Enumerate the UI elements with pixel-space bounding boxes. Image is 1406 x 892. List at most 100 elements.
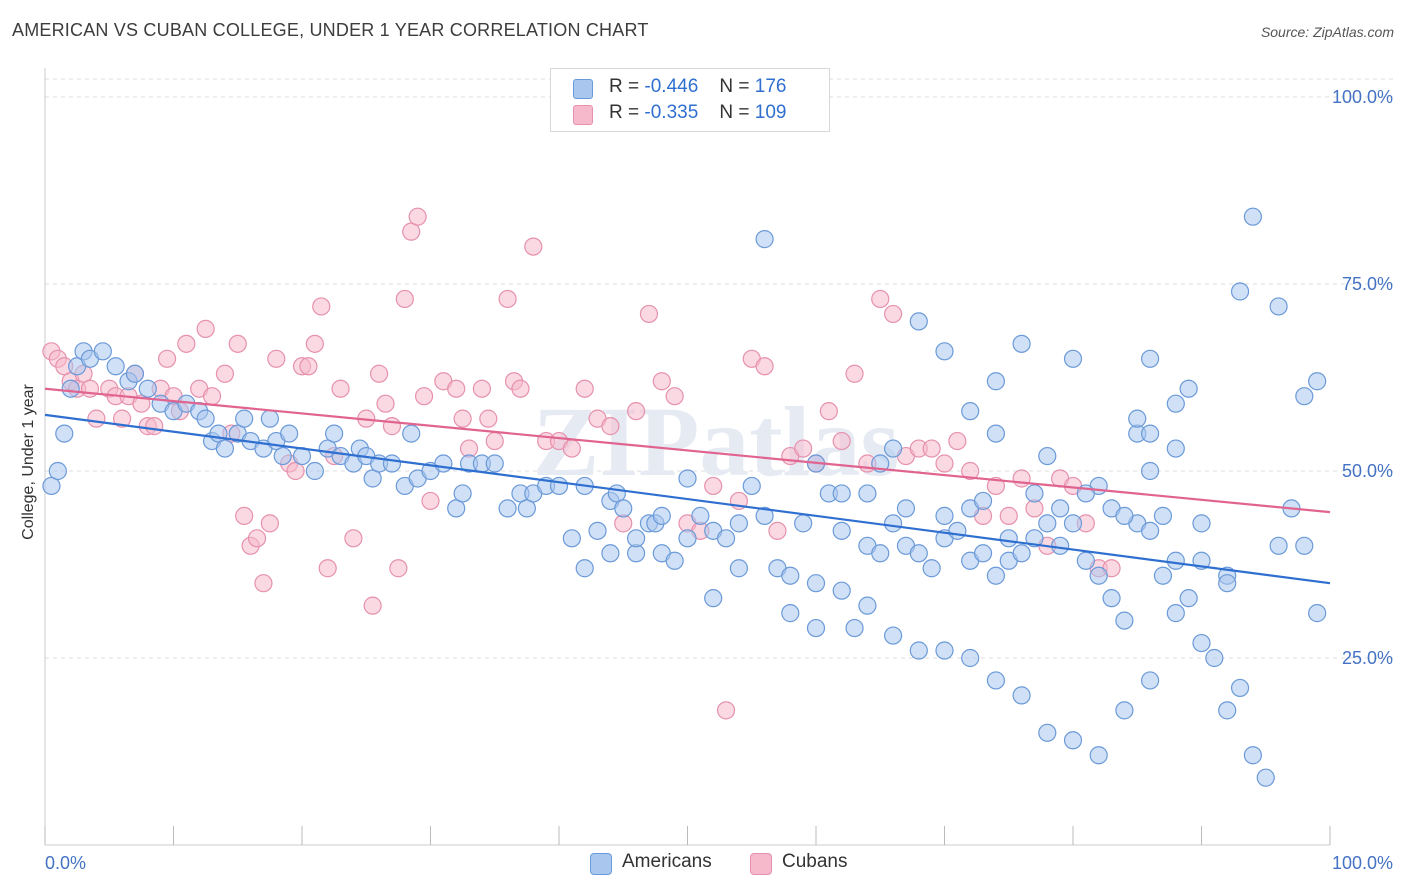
cuban-point xyxy=(601,417,620,436)
american-point xyxy=(1166,551,1185,570)
american-point xyxy=(1012,334,1031,353)
american-point xyxy=(1166,604,1185,623)
american-point xyxy=(999,529,1018,548)
american-point xyxy=(626,529,646,548)
american-point xyxy=(1243,746,1263,765)
american-point xyxy=(1115,701,1134,720)
american-point xyxy=(498,499,517,518)
american-point xyxy=(665,551,684,570)
american-point xyxy=(935,342,954,361)
american-point xyxy=(305,461,324,481)
americans-r-label: R = xyxy=(609,76,640,97)
cuban-point xyxy=(215,364,234,383)
american-point xyxy=(678,469,697,488)
cuban-point xyxy=(370,364,389,383)
cuban-point xyxy=(318,559,337,578)
cuban-point xyxy=(479,409,498,428)
cuban-point xyxy=(453,409,472,428)
american-point xyxy=(806,574,826,593)
grid-lines xyxy=(45,78,1393,659)
cuban-point xyxy=(922,439,941,458)
cuban-point xyxy=(389,559,408,578)
american-point xyxy=(909,544,928,563)
y-tick-label: 100.0% xyxy=(1332,87,1393,107)
american-point xyxy=(1102,589,1121,608)
cuban-point xyxy=(299,357,318,376)
cuban-point xyxy=(768,521,787,540)
cuban-point xyxy=(794,439,813,458)
american-point xyxy=(196,409,215,428)
american-point xyxy=(858,484,877,503)
american-point xyxy=(1192,633,1211,653)
cuban-point xyxy=(472,379,491,398)
american-point xyxy=(1089,566,1108,585)
american-point xyxy=(935,641,954,660)
cuban-point xyxy=(511,379,530,398)
american-point xyxy=(1205,648,1224,668)
x-tick-labels: 0.0% 100.0% xyxy=(45,853,1393,873)
american-point xyxy=(1308,604,1327,623)
americans-r-value: -0.446 xyxy=(644,76,699,97)
american-point xyxy=(832,521,851,540)
american-point xyxy=(1166,394,1185,413)
american-point xyxy=(1063,349,1083,368)
cuban-point xyxy=(999,506,1018,525)
american-point xyxy=(55,424,74,443)
american-point xyxy=(883,626,903,645)
american-point xyxy=(235,409,254,428)
y-axis-label: College, Under 1 year xyxy=(20,384,37,540)
american-point xyxy=(935,506,954,525)
american-point xyxy=(1230,678,1250,698)
american-point xyxy=(973,491,993,511)
american-point xyxy=(691,506,710,525)
american-point xyxy=(729,559,749,578)
american-point xyxy=(1051,536,1070,555)
american-point xyxy=(1038,446,1057,466)
y-tick-label: 75.0% xyxy=(1342,274,1393,294)
american-point xyxy=(1153,506,1173,525)
american-point xyxy=(1115,611,1134,630)
american-point xyxy=(781,604,800,623)
american-point xyxy=(845,618,864,638)
american-point xyxy=(1295,387,1314,406)
americans-swatch xyxy=(573,79,593,99)
cuban-point xyxy=(498,289,517,309)
american-point xyxy=(125,364,145,383)
american-point xyxy=(517,499,536,518)
american-point xyxy=(485,454,504,473)
american-point xyxy=(215,439,234,458)
cuban-point xyxy=(363,596,382,615)
american-point xyxy=(1269,536,1288,555)
cuban-point xyxy=(202,387,222,406)
chart-title: AMERICAN VS CUBAN COLLEGE, UNDER 1 YEAR … xyxy=(12,20,649,40)
american-point xyxy=(1140,424,1160,443)
cuban-point xyxy=(716,701,736,720)
american-point xyxy=(871,544,890,563)
american-point xyxy=(1179,589,1198,608)
american-point xyxy=(1153,566,1173,585)
american-point xyxy=(1230,282,1250,301)
americans-n-label: N = xyxy=(719,76,750,97)
american-point xyxy=(447,499,466,518)
cuban-point xyxy=(235,506,254,525)
cuban-point xyxy=(575,379,594,398)
american-point xyxy=(1140,671,1160,690)
cuban-point xyxy=(883,304,903,324)
cubans-n-value: 109 xyxy=(754,102,787,123)
american-point xyxy=(1218,574,1237,593)
y-tick-label: 50.0% xyxy=(1342,461,1393,481)
cuban-point xyxy=(845,364,864,383)
cuban-point xyxy=(819,402,838,421)
american-point xyxy=(575,559,594,578)
cuban-point xyxy=(157,349,177,368)
american-point xyxy=(1038,723,1057,742)
american-point xyxy=(614,499,633,518)
american-point xyxy=(1025,529,1044,548)
americans-legend-label: Americans xyxy=(622,851,712,872)
american-point xyxy=(1269,297,1288,316)
american-point xyxy=(729,514,749,533)
american-point xyxy=(742,476,761,496)
american-point xyxy=(1166,439,1185,458)
cuban-point xyxy=(961,461,980,481)
